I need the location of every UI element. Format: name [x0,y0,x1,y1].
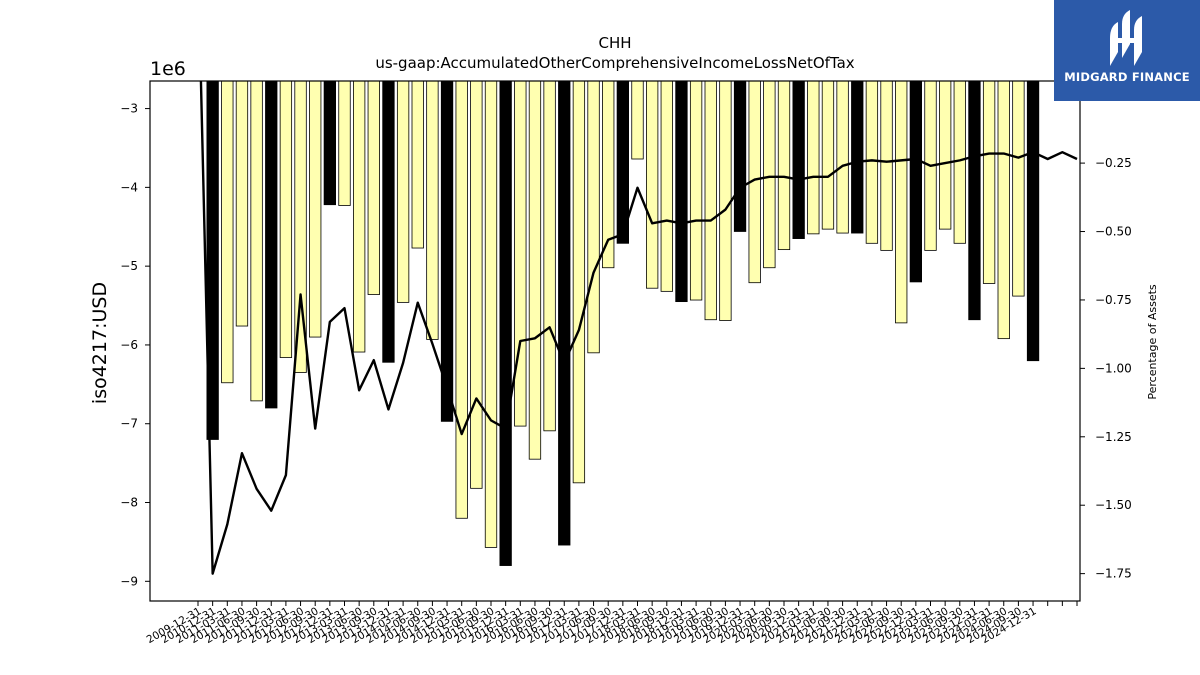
plot-frame [149,80,1081,602]
bar-2017-12-31 [660,80,673,292]
y-offset-label: 1e6 [150,58,186,80]
chart-subtitle: us-gaap:AccumulatedOtherComprehensiveInc… [375,54,854,72]
bar-2015-03-31 [499,80,512,566]
bar-2015-06-30 [514,80,527,427]
bar-2011-06-30 [279,80,293,358]
y2-tick-label: −0.25 [1095,156,1132,170]
bar-2014-12-31 [484,80,498,548]
bar-2016-06-30 [572,80,586,484]
bar-2011-12-31 [309,80,322,338]
bar-2013-06-30 [396,80,410,303]
midgard-logo-icon [1110,10,1142,66]
bar-2023-09-30 [997,80,1010,340]
bar-2019-12-31 [777,80,791,251]
bar-2015-12-31 [543,80,556,432]
bar-2012-03-31 [323,80,337,206]
bar-2020-03-31 [792,80,805,239]
bar-2020-12-31 [836,80,849,234]
bar-2013-09-30 [411,80,424,249]
y2-tick-label: −1.25 [1095,430,1132,444]
y2-tick-label: −1.00 [1095,361,1132,375]
brand-name: MIDGARD FINANCE [1064,70,1190,84]
bar-2019-03-31 [733,80,747,232]
bar-2014-03-31 [440,80,454,422]
bar-2012-06-30 [338,80,351,206]
bar-2023-03-31 [968,80,981,321]
y-tick-label: −3 [120,102,138,116]
bar-2023-06-30 [982,80,996,284]
y2-tick-label: −0.50 [1095,225,1132,239]
bar-2017-06-30 [631,80,644,160]
y2-tick-label: −1.50 [1095,498,1132,512]
bar-2012-12-31 [367,80,380,295]
bar-2024-03-31 [1026,80,1040,362]
bar-2010-09-30 [235,80,249,327]
bar-2013-03-31 [382,80,395,363]
bar-2018-12-31 [719,80,732,321]
bar-2021-03-31 [851,80,864,234]
brand-logo: MIDGARD FINANCE [1054,0,1200,101]
bar-2017-09-30 [646,80,659,289]
bar-2016-03-31 [558,80,571,546]
bar-2014-09-30 [470,80,483,489]
bar-2014-06-30 [455,80,468,519]
bar-2010-06-30 [221,80,234,384]
bar-2019-09-30 [763,80,776,269]
bar-2022-03-31 [909,80,922,283]
bar-2013-12-31 [426,80,439,340]
y-tick-label: −6 [120,338,138,352]
y-tick-label: −8 [120,496,138,510]
y2-tick-label: −0.75 [1095,293,1132,307]
y-axis-label: iso4217:USD [89,282,111,404]
chart-title: CHH [598,34,631,52]
bar-2020-06-30 [807,80,820,235]
bar-2010-12-31 [250,80,263,402]
bar-2018-06-30 [689,80,703,301]
bar-2022-09-30 [939,80,952,230]
bar-2012-09-30 [352,80,366,353]
bar-2020-09-30 [821,80,835,230]
series-line-percentage-of-assets [199,81,1078,575]
y-tick-label: −7 [120,417,138,431]
bar-2023-12-31 [1012,80,1025,297]
bar-2018-09-30 [704,80,717,321]
y-tick-label: −9 [120,574,138,588]
y2-axis-label: Percentage of Assets [1146,284,1159,400]
bar-2011-03-31 [265,80,278,409]
y2-tick-label: −1.75 [1095,567,1132,581]
y-tick-label: −5 [120,259,138,273]
bar-2021-06-30 [865,80,879,244]
bar-2021-12-31 [895,80,908,324]
bar-2018-03-31 [675,80,688,303]
bar-2021-09-30 [880,80,893,251]
y-tick-label: −4 [120,180,138,194]
bar-2016-09-30 [587,80,600,354]
plot-area: −3−4−5−6−7−8−90.00−0.25−0.50−0.75−1.00−1… [120,80,1132,646]
bar-2015-09-30 [528,80,542,460]
